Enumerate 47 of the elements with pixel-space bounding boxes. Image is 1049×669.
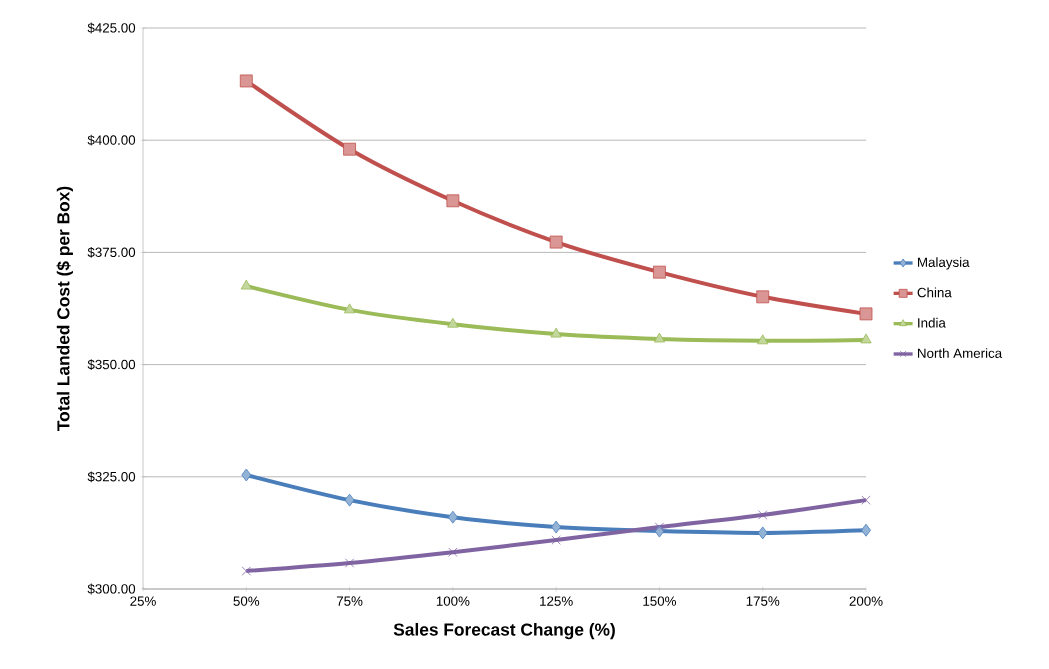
point bbox=[241, 468, 252, 482]
y-tick-label: $425.00 bbox=[87, 22, 136, 34]
point bbox=[860, 333, 872, 344]
point bbox=[447, 510, 458, 524]
point bbox=[344, 558, 355, 568]
x-tick-label: 175% bbox=[746, 596, 780, 606]
point bbox=[551, 535, 561, 545]
y-tick-label: $400.00 bbox=[87, 134, 136, 146]
point bbox=[757, 334, 769, 345]
point bbox=[861, 523, 871, 537]
x-axis-title: Sales Forecast Change (%) bbox=[393, 622, 615, 640]
point bbox=[758, 510, 768, 520]
point bbox=[343, 142, 356, 156]
point bbox=[344, 493, 355, 507]
legend-label: North America bbox=[918, 348, 1003, 358]
x-tick-label: 125% bbox=[540, 596, 573, 606]
point bbox=[448, 547, 458, 557]
point bbox=[447, 317, 459, 328]
point bbox=[446, 194, 460, 208]
point bbox=[551, 520, 562, 534]
point bbox=[653, 332, 666, 343]
point bbox=[757, 526, 768, 540]
point bbox=[549, 235, 563, 249]
point bbox=[239, 74, 253, 88]
y-tick-label: $350.00 bbox=[87, 359, 136, 370]
point bbox=[861, 495, 871, 505]
point bbox=[653, 265, 666, 279]
point bbox=[343, 303, 356, 314]
y-axis-title: Total Landed Cost ($ per Box) bbox=[56, 186, 73, 431]
x-tick-label: 150% bbox=[643, 596, 677, 606]
legend-label: China bbox=[917, 287, 952, 298]
x-tick-label: 75% bbox=[336, 596, 363, 606]
x-tick-label: 50% bbox=[233, 596, 260, 606]
x-tick-label: 100% bbox=[436, 596, 470, 606]
legend-label: Malaysia bbox=[918, 257, 970, 270]
y-tick-label: $375.00 bbox=[87, 247, 136, 258]
point bbox=[654, 522, 665, 532]
y-tick-label: $300.00 bbox=[87, 583, 136, 595]
y-tick-label: $325.00 bbox=[87, 471, 136, 483]
x-tick-label: 200% bbox=[849, 596, 883, 606]
point bbox=[550, 327, 562, 338]
legend-label: India bbox=[918, 317, 946, 328]
point bbox=[240, 279, 252, 290]
point bbox=[756, 290, 770, 304]
point bbox=[859, 307, 873, 321]
point bbox=[241, 566, 251, 576]
x-tick-label: 25% bbox=[130, 596, 156, 606]
